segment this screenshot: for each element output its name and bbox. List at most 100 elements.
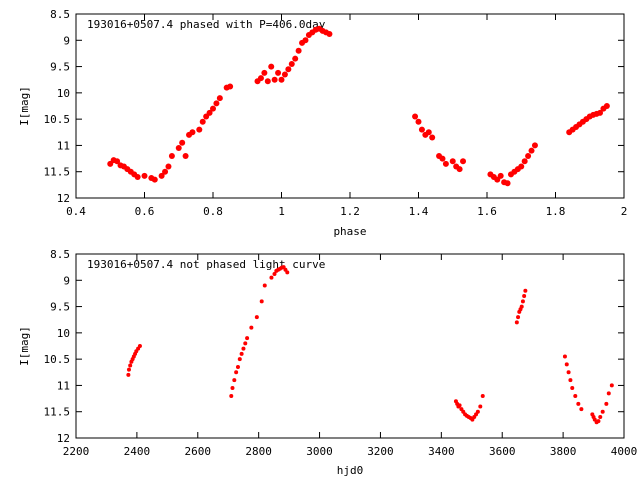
y-tick-label: 8.5: [50, 248, 70, 261]
data-point: [514, 320, 519, 325]
y-tick-label: 12: [57, 192, 70, 205]
data-point: [128, 363, 133, 368]
unphased-light-curve-panel: 193016+0507.4 not phased light curve hjd…: [18, 248, 637, 477]
data-point: [272, 271, 277, 276]
x-tick-label: 1.6: [477, 205, 497, 218]
data-point: [269, 275, 274, 280]
data-point: [210, 105, 216, 112]
data-point: [126, 367, 131, 372]
x-tick-label: 2600: [185, 445, 212, 458]
y-tick-label: 11: [57, 139, 70, 152]
plot-frame: [75, 253, 625, 439]
data-point: [168, 152, 175, 159]
x-tick-label: 1: [278, 205, 285, 218]
data-point: [418, 126, 425, 133]
x-tick-label: 1.8: [546, 205, 566, 218]
data-point: [151, 176, 158, 183]
y-tick-label: 9.5: [50, 61, 70, 74]
data-point: [292, 55, 299, 62]
data-point: [326, 30, 333, 37]
chart-title: 193016+0507.4 phased with P=406.0day: [87, 18, 326, 31]
data-point: [275, 69, 282, 76]
data-point: [134, 173, 141, 180]
data-point: [206, 109, 213, 116]
data-point: [285, 270, 290, 275]
data-point: [523, 288, 528, 293]
data-point: [412, 113, 419, 120]
data-point: [179, 139, 186, 146]
data-point: [603, 103, 610, 109]
data-point: [521, 158, 528, 165]
axis-ticks: 0.4 0.6 0.8 1 1.2 1.4 1.6 1.8 2 8.5 9 9.5 10 10.5 11 11…: [44, 8, 628, 218]
data-point: [456, 166, 463, 173]
y-tick-label: 9.5: [50, 301, 70, 314]
data-point: [439, 155, 446, 162]
data-point: [475, 409, 480, 414]
plot-frame: [75, 13, 625, 199]
data-point: [241, 346, 246, 351]
phased-light-curve-panel: 193016+0507.4 phased with P=406.0day pha…: [18, 8, 627, 238]
x-axis-label: hjd0: [337, 464, 364, 477]
data-point: [525, 152, 532, 159]
data-point: [196, 126, 203, 133]
data-point: [243, 341, 248, 346]
x-tick-label: 0.6: [135, 205, 155, 218]
data-point: [257, 75, 264, 82]
x-tick-label: 2200: [63, 445, 90, 458]
x-tick-label: 3800: [550, 445, 577, 458]
y-tick-label: 10.5: [44, 113, 71, 126]
data-point: [604, 401, 609, 406]
data-point: [285, 66, 292, 73]
x-tick-label: 4000: [611, 445, 638, 458]
data-point: [232, 378, 237, 383]
y-tick-label: 12: [57, 432, 70, 445]
data-point: [261, 69, 268, 76]
data-point: [229, 393, 234, 398]
data-point: [254, 315, 259, 320]
data-point: [519, 304, 524, 309]
axis-ticks: 2200 2400 2600 2800 3000 3200 3400 3600 3800 4000…: [44, 248, 638, 458]
x-tick-label: 0.4: [66, 205, 86, 218]
data-point: [158, 172, 165, 179]
data-point: [497, 172, 504, 179]
data-point: [230, 386, 235, 391]
data-points: [126, 265, 614, 425]
data-point: [237, 357, 242, 362]
data-point: [425, 129, 432, 136]
y-tick-label: 11.5: [44, 406, 71, 419]
data-point: [235, 365, 240, 370]
data-point: [449, 158, 456, 165]
data-point: [199, 118, 206, 125]
data-point: [568, 378, 573, 383]
x-tick-label: 3400: [428, 445, 455, 458]
data-point: [600, 409, 605, 414]
data-point: [460, 158, 467, 165]
data-point: [528, 147, 535, 154]
x-tick-label: 3000: [306, 445, 333, 458]
data-point: [175, 145, 182, 152]
data-point: [596, 419, 601, 424]
y-tick-label: 11.5: [44, 166, 71, 179]
x-tick-label: 3600: [489, 445, 516, 458]
data-point: [249, 325, 254, 330]
data-point: [516, 315, 521, 320]
data-point: [262, 283, 267, 288]
data-point: [564, 362, 569, 367]
data-point: [573, 393, 578, 398]
data-point: [415, 118, 422, 125]
data-point: [216, 95, 223, 102]
y-tick-label: 11: [57, 379, 70, 392]
data-point: [137, 344, 142, 348]
data-point: [141, 172, 148, 179]
data-point: [114, 158, 121, 165]
x-axis-label: phase: [333, 225, 366, 238]
data-point: [281, 71, 288, 78]
data-point: [518, 163, 525, 170]
x-tick-label: 0.8: [203, 205, 223, 218]
data-point: [570, 386, 575, 391]
data-point: [457, 403, 462, 408]
y-axis-label: I[mag]: [18, 86, 31, 126]
data-point: [259, 299, 264, 304]
data-point: [302, 37, 309, 44]
